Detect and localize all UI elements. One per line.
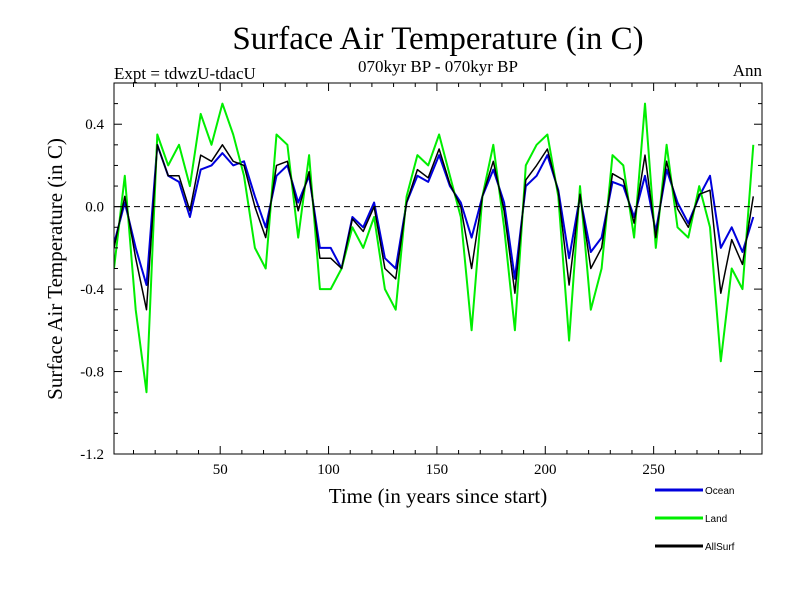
x-axis-label: Time (in years since start) bbox=[329, 484, 548, 508]
chart-title: Surface Air Temperature (in C) bbox=[232, 21, 643, 57]
x-tick-label: 250 bbox=[642, 462, 665, 478]
x-tick-label: 150 bbox=[426, 462, 449, 478]
series-ocean-line bbox=[114, 143, 755, 286]
legend-label-land: Land bbox=[705, 514, 727, 525]
series-allsurf-line bbox=[114, 144, 755, 311]
y-tick-label: 0.0 bbox=[85, 200, 104, 216]
y-tick-label: -0.4 bbox=[80, 282, 104, 298]
y-tick-label: -0.8 bbox=[80, 365, 104, 381]
x-tick-label: 50 bbox=[213, 462, 228, 478]
y-tick-labels: -1.2 -0.8 -0.4 0.0 0.4 bbox=[80, 117, 104, 463]
x-tick-label: 200 bbox=[534, 462, 557, 478]
legend-label-ocean: Ocean bbox=[705, 486, 734, 497]
y-tick-label: 0.4 bbox=[85, 117, 104, 133]
chart-subtitle: 070kyr BP - 070kyr BP bbox=[358, 57, 518, 76]
legend-label-allsurf: AllSurf bbox=[705, 542, 735, 553]
axis-ticks bbox=[114, 82, 763, 455]
y-axis-label: Surface Air Temperature (in C) bbox=[43, 138, 67, 400]
series-land-line bbox=[114, 102, 755, 394]
season-label: Ann bbox=[733, 61, 763, 80]
experiment-label: Expt = tdwzU-tdacU bbox=[114, 64, 256, 83]
legend: Ocean Land AllSurf bbox=[655, 486, 735, 553]
y-tick-label: -1.2 bbox=[80, 447, 104, 463]
x-tick-labels: 50 100 150 200 250 bbox=[213, 462, 665, 478]
series-group bbox=[114, 102, 755, 394]
x-tick-label: 100 bbox=[317, 462, 340, 478]
